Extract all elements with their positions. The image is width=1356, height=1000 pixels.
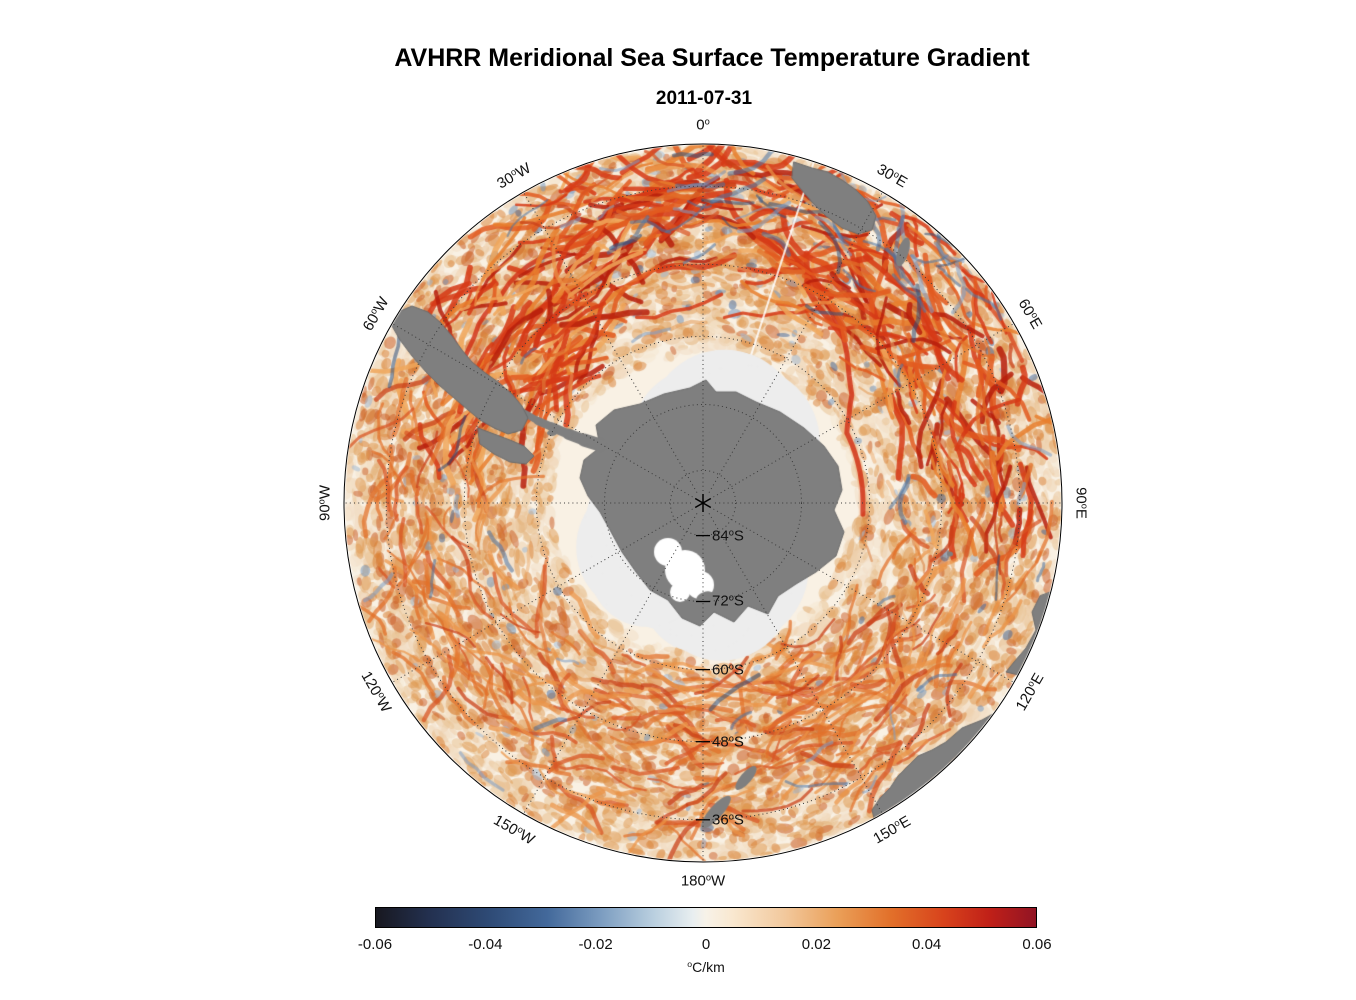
meridian-label: 0o: [696, 116, 710, 134]
colorbar-tick-label: -0.06: [357, 936, 393, 953]
parallel-label: 72oS: [712, 592, 744, 611]
map-field-canvas: [343, 143, 1063, 863]
figure-title: AVHRR Meridional Sea Surface Temperature…: [394, 44, 1030, 72]
figure-subtitle: 2011-07-31: [655, 88, 753, 109]
colorbar-tick-label: 0.06: [1022, 936, 1052, 953]
colorbar-tick-label: -0.02: [578, 936, 613, 953]
colorbar-tick-label: 0.04: [912, 936, 942, 953]
parallel-label: 84oS: [712, 527, 744, 545]
colorbar-unit-label: oC/km: [687, 959, 725, 975]
colorbar-tick-label: -0.04: [468, 936, 503, 953]
parallel-label: 60oS: [712, 661, 744, 679]
colorbar-tick-label: 0.02: [801, 936, 831, 953]
colorbar-gradient: [375, 907, 1037, 928]
colorbar-unit-degree: o: [687, 959, 693, 970]
meridian-label: 180oW: [680, 872, 726, 890]
meridian-label: 90oW: [316, 484, 334, 522]
parallel-label: 36oS: [712, 811, 744, 829]
meridian-label: 90oE: [1072, 487, 1090, 519]
colorbar-unit-text: C/km: [692, 959, 725, 975]
parallel-label: 48oS: [712, 733, 744, 751]
colorbar-tick-label: 0: [701, 936, 711, 953]
